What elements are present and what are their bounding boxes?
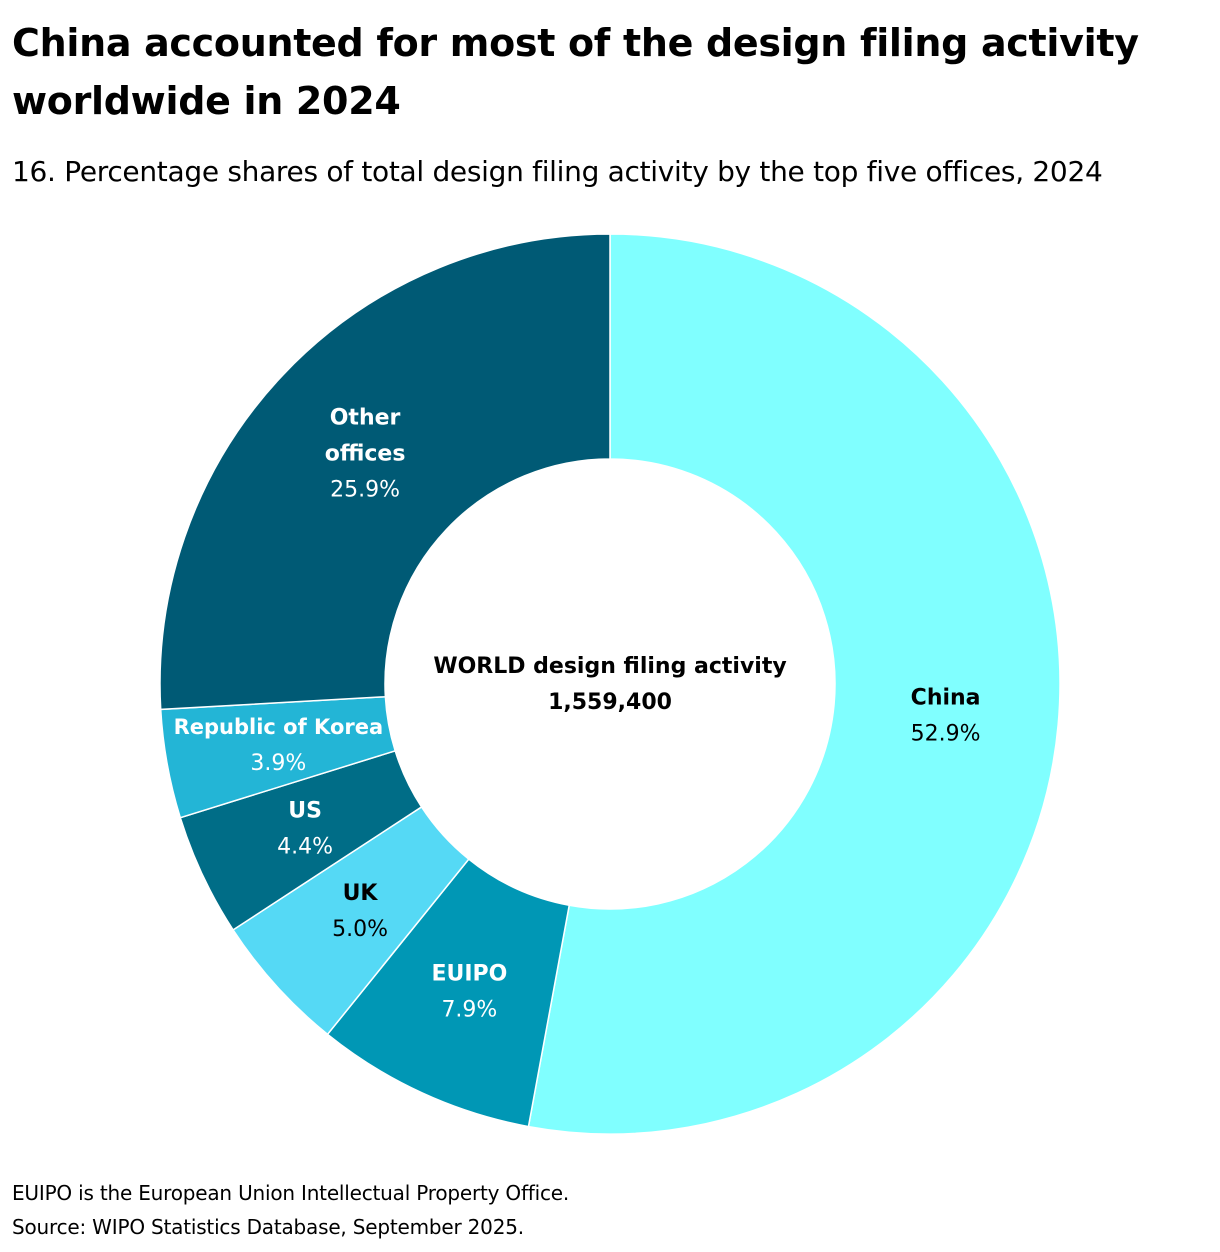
slice-value-euipo: 7.9% — [441, 997, 497, 1022]
slice-label-uk: UK — [343, 881, 379, 906]
slice-china — [527, 233, 1061, 1135]
center-label-total: 1,559,400 — [548, 690, 672, 715]
center-label-title: WORLD design filing activity — [433, 654, 786, 679]
slice-label-us: US — [288, 798, 322, 823]
slice-label-china: China — [911, 686, 981, 711]
slice-label-republic-of-korea: Republic of Korea — [174, 715, 384, 739]
slice-label-other-offices: offices — [325, 442, 406, 467]
chart-footer: EUIPO is the European Union Intellectual… — [12, 1176, 569, 1244]
footnote: EUIPO is the European Union Intellectual… — [12, 1181, 570, 1205]
slice-value-other-offices: 25.9% — [330, 478, 400, 503]
source-note: Source: WIPO Statistics Database, Septem… — [12, 1215, 524, 1239]
chart-subtitle: 16. Percentage shares of total design fi… — [12, 155, 1103, 188]
slice-other-offices — [159, 233, 611, 711]
slice-value-china: 52.9% — [911, 722, 981, 747]
slice-label-other-offices: Other — [330, 406, 401, 431]
donut-slices — [159, 233, 1061, 1135]
chart-title: China accounted for most of the design f… — [12, 21, 1139, 123]
slice-labels: China 52.9% EUIPO 7.9% UK 5.0% US 4.4% Republic … — [174, 406, 981, 1023]
slice-value-uk: 5.0% — [332, 917, 388, 942]
slice-value-us: 4.4% — [277, 834, 333, 859]
slice-label-euipo: EUIPO — [431, 961, 507, 986]
slice-value-republic-of-korea: 3.9% — [250, 751, 306, 776]
